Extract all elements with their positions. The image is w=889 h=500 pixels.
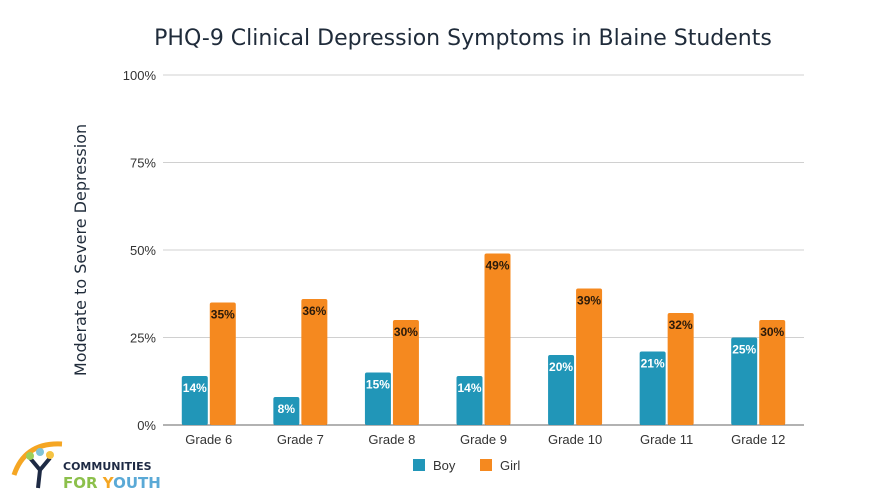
x-tick-label: Grade 8 (368, 432, 415, 447)
bar-girl (484, 253, 511, 425)
bar-girl (209, 302, 236, 425)
y-tick-label: 25% (130, 331, 156, 346)
data-label: 39% (577, 294, 601, 308)
bar-girl (667, 313, 694, 425)
x-tick-label: Grade 10 (548, 432, 602, 447)
x-tick-label: Grade 11 (640, 432, 693, 447)
legend-swatch-boy (413, 459, 425, 471)
x-tick-label: Grade 9 (460, 432, 507, 447)
data-label: 32% (669, 318, 693, 332)
bar-girl (301, 299, 328, 425)
y-tick-label: 50% (130, 243, 156, 258)
logo-arc (11, 441, 63, 476)
y-tick-label: 75% (130, 156, 156, 171)
bar-boy (639, 351, 666, 425)
logo: COMMUNITIES FOR YOUTH (11, 441, 161, 492)
legend-swatch-girl (480, 459, 492, 471)
bar-boy (731, 337, 758, 425)
y-tick-label: 100% (123, 68, 157, 83)
bar-boy (181, 376, 208, 425)
bar-boy (273, 397, 300, 425)
data-label: 21% (641, 357, 665, 371)
data-label: 30% (394, 325, 418, 339)
logo-tree-icon (28, 456, 52, 489)
data-label: 49% (485, 259, 509, 273)
legend-label-boy: Boy (433, 458, 456, 473)
bar-boy (548, 355, 575, 425)
y-tick-label: 0% (137, 418, 156, 433)
data-label: 14% (183, 381, 207, 395)
data-label: 14% (457, 381, 481, 395)
logo-text-for-youth: FOR YOUTH (63, 474, 161, 492)
data-label: 20% (549, 360, 573, 374)
bar-girl (392, 320, 419, 425)
y-axis-label: Moderate to Severe Depression (71, 124, 90, 376)
data-label: 8% (278, 402, 296, 416)
data-label: 36% (302, 304, 326, 318)
data-label: 25% (732, 343, 756, 357)
bar-boy (364, 372, 391, 425)
data-label: 35% (211, 308, 235, 322)
bar-girl (759, 320, 786, 425)
x-tick-label: Grade 7 (277, 432, 324, 447)
legend-label-girl: Girl (500, 458, 520, 473)
x-tick-label: Grade 6 (185, 432, 232, 447)
logo-text-communities: COMMUNITIES (63, 460, 152, 473)
bar-girl (576, 288, 603, 425)
data-label: 30% (760, 325, 784, 339)
x-tick-label: Grade 12 (731, 432, 785, 447)
data-label: 15% (366, 378, 390, 392)
bar-boy (456, 376, 483, 425)
chart-title: PHQ-9 Clinical Depression Symptoms in Bl… (154, 26, 772, 51)
